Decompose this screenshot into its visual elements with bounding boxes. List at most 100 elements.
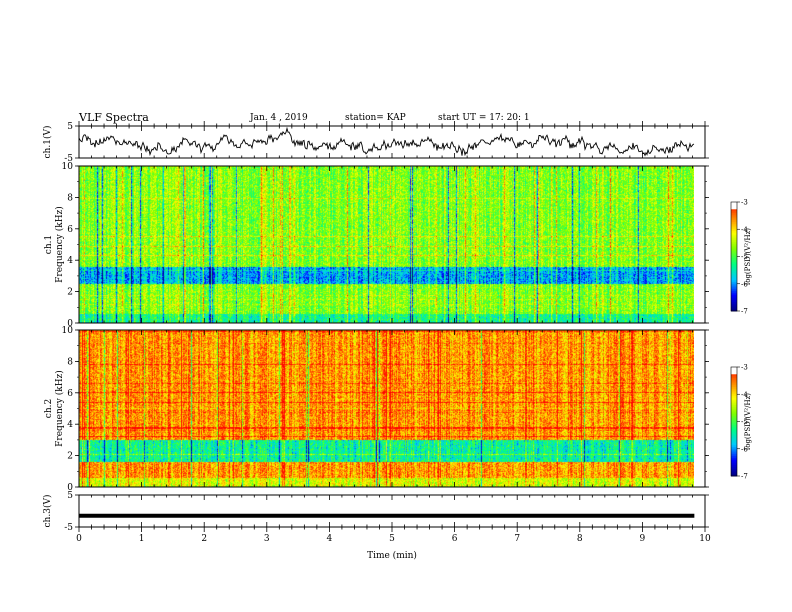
colorbar-cell	[731, 283, 737, 287]
figure-title: VLF Spectra	[79, 111, 149, 124]
colorbar-cell	[731, 247, 737, 250]
colorbar-cell	[731, 367, 737, 370]
colorbar-cell	[731, 403, 737, 406]
colorbar-cell	[731, 249, 737, 252]
colorbar-cell	[731, 296, 737, 299]
colorbar-tick-label: -3	[741, 364, 748, 372]
colorbar-label: log(PSD)(V²/Hz)	[744, 393, 752, 450]
colorbar-cell	[731, 291, 737, 294]
colorbar-cell	[731, 454, 737, 457]
x-tick-label: 10	[699, 534, 711, 544]
x-tick-label: 9	[640, 534, 646, 544]
y-tick-label: 0	[67, 483, 73, 493]
colorbar-cell	[731, 309, 737, 312]
colorbar-cell	[731, 274, 737, 277]
colorbar-cell	[731, 374, 737, 377]
colorbar-cell	[731, 470, 737, 473]
colorbar-cell	[731, 446, 737, 450]
colorbar-cell	[731, 381, 737, 384]
colorbar-tick-label: -3	[741, 199, 748, 207]
colorbar-cell	[731, 254, 737, 257]
colorbar-cell	[731, 396, 737, 399]
y-tick-label: 5	[67, 122, 73, 132]
colorbar-cell	[731, 216, 737, 219]
colorbar-cell	[731, 439, 737, 442]
colorbar-cell	[731, 474, 737, 477]
colorbar-cell	[731, 238, 737, 241]
colorbar-cell	[731, 221, 737, 225]
colorbar-cell	[731, 448, 737, 452]
x-tick-label: 0	[76, 534, 82, 544]
y-tick-label: 10	[62, 326, 74, 336]
colorbar-cell	[731, 223, 737, 227]
colorbar-cell	[731, 211, 737, 214]
station-label: station= KAP	[345, 113, 406, 123]
ch1-waveform-ylabel: ch.1(V)	[42, 126, 53, 159]
colorbar-cell	[731, 406, 737, 410]
colorbar-cell	[731, 202, 737, 205]
colorbar-cell	[731, 303, 737, 307]
y-tick-label: 4	[67, 420, 73, 430]
colorbar-tick-label: -4	[741, 226, 748, 234]
colorbar-cell	[731, 212, 737, 216]
colorbar-cell	[731, 394, 737, 397]
colorbar-cell	[731, 236, 737, 239]
colorbar-cell	[731, 376, 737, 379]
colorbar-cell	[731, 227, 737, 230]
colorbar-cell	[731, 276, 737, 279]
colorbar-cell	[731, 434, 737, 437]
colorbar-tick-label: -4	[741, 391, 748, 399]
x-tick-label: 2	[201, 534, 207, 544]
y-tick-label: 8	[67, 357, 73, 367]
colorbar-cell	[731, 430, 737, 433]
colorbar-cell	[731, 231, 737, 234]
colorbar-cell	[731, 243, 737, 247]
colorbar-cell	[731, 225, 737, 228]
colorbar-cell	[731, 300, 737, 303]
colorbar-cell	[731, 456, 737, 459]
ch1-spectrogram-ylabel-channel: ch.1	[44, 235, 54, 254]
colorbar-cell	[731, 392, 737, 395]
colorbar-cell	[731, 417, 737, 421]
colorbar-cell	[731, 232, 737, 236]
colorbar-cell	[731, 457, 737, 461]
colorbar-cell	[731, 436, 737, 439]
colorbar-cell	[731, 263, 737, 267]
y-tick-label: -5	[64, 154, 73, 164]
y-tick-label: 0	[67, 319, 73, 329]
ch3-waveform-ylabel: ch.3(V)	[42, 495, 53, 528]
colorbar-cell	[731, 385, 737, 388]
colorbar-cell	[731, 412, 737, 415]
colorbar-cell	[731, 258, 737, 261]
colorbar-cell	[731, 390, 737, 393]
colorbar-cell	[731, 461, 737, 464]
colorbar-cell	[731, 441, 737, 444]
colorbar-cell	[731, 372, 737, 375]
colorbar-cell	[731, 397, 737, 401]
colorbar-label: log(PSD)(V²/Hz)	[744, 228, 752, 285]
ch1-spectrogram-ylabel: Frequency (kHz)	[54, 206, 65, 283]
colorbar-cell	[731, 265, 737, 268]
ch2-spectrogram-raster	[79, 330, 694, 487]
colorbar-cell	[731, 245, 737, 248]
colorbar-cell	[731, 256, 737, 259]
colorbar-cell	[731, 240, 737, 243]
colorbar-cell	[731, 281, 737, 285]
y-tick-label: 10	[62, 162, 74, 172]
colorbar-cell	[731, 452, 737, 455]
colorbar-cell	[731, 305, 737, 308]
colorbar-cell	[731, 234, 737, 238]
x-tick-label: 6	[452, 534, 458, 544]
y-tick-label: 5	[67, 491, 73, 501]
colorbar-cell	[731, 416, 737, 419]
colorbar-tick-label: -5	[741, 253, 748, 261]
colorbar-tick-label: -6	[741, 445, 748, 453]
start-time-label: start UT = 17: 20: 1	[438, 113, 530, 123]
y-tick-label: -5	[64, 523, 73, 533]
ch2-spectrogram-ylabel: Frequency (kHz)	[54, 370, 65, 447]
colorbar-cell	[731, 468, 737, 472]
colorbar-cell	[731, 301, 737, 305]
colorbar-cell	[731, 443, 737, 446]
y-tick-label: 2	[67, 452, 73, 462]
